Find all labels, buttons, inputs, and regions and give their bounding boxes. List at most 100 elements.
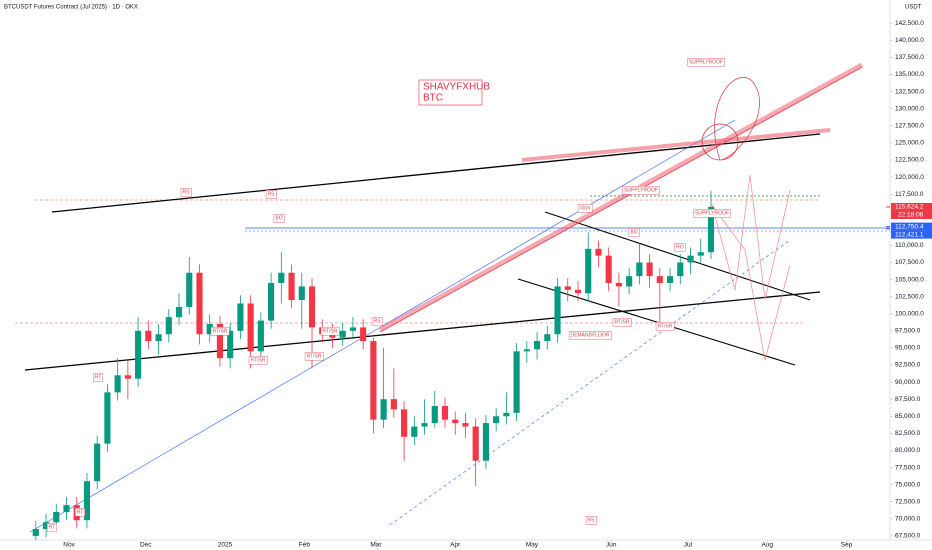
x-tick-label: Aug xyxy=(761,542,773,549)
x-tick-label: May xyxy=(526,542,539,549)
x-tick-label: Sep xyxy=(841,542,853,549)
countdown-box xyxy=(891,210,932,219)
annotation: SUPPLYROOF xyxy=(624,187,658,193)
channel-line xyxy=(517,278,796,366)
annotation-box xyxy=(93,373,103,382)
annotation: RT/SR xyxy=(658,323,673,329)
y-tick-label: 70,000.0 xyxy=(895,516,921,523)
candle-body xyxy=(523,349,530,352)
candle-body xyxy=(646,262,653,277)
candle-body xyxy=(53,511,60,523)
trend-line xyxy=(389,239,791,526)
trend-line xyxy=(24,291,821,371)
x-tick-label: Apr xyxy=(450,542,461,549)
y-tick-label: 77,500.0 xyxy=(895,464,921,471)
trend-band xyxy=(378,62,864,333)
note-box xyxy=(418,79,483,106)
y-tick-label: 125,000.0 xyxy=(895,140,924,147)
annotation: RT/SR xyxy=(307,353,322,359)
annotation: RS xyxy=(588,517,596,523)
annotation-box xyxy=(210,327,230,336)
annotation: RT xyxy=(95,374,102,380)
candle-body xyxy=(493,416,500,424)
annotation: RS xyxy=(183,189,191,195)
candle-body xyxy=(288,272,295,301)
chart-title: BTCUSDT Futures Contract (Jul 2025) · 1D… xyxy=(4,5,138,11)
scribble xyxy=(714,77,760,161)
x-tick-label: Mar xyxy=(370,542,382,549)
candle-body xyxy=(145,330,152,342)
trend-line xyxy=(379,66,863,333)
candle-body xyxy=(175,306,183,318)
candle-body xyxy=(687,255,694,263)
candle-body xyxy=(636,262,643,277)
candle-body xyxy=(308,286,316,328)
countdown: 22:18:06 xyxy=(898,212,924,219)
annotation-box xyxy=(75,508,85,517)
annotation-box xyxy=(320,327,340,336)
candle-body xyxy=(186,272,193,307)
x-tick-label: 2025 xyxy=(218,542,233,549)
y-tick-label: 87,500.0 xyxy=(895,396,921,403)
y-tick-label: 135,000.0 xyxy=(895,71,924,78)
note-text: SHAVYFXHUB xyxy=(423,82,490,93)
y-tick-label: 137,500.0 xyxy=(895,54,924,61)
price-label-box xyxy=(891,230,932,239)
candle-body xyxy=(63,505,70,512)
candle-body xyxy=(329,334,336,338)
candle-body xyxy=(401,409,408,437)
y-tick-label: 80,000.0 xyxy=(895,447,921,454)
candle-body xyxy=(155,334,162,342)
y-tick-label: 75,000.0 xyxy=(895,481,921,488)
candle-body xyxy=(534,341,541,350)
y-tick-label: 97,500.0 xyxy=(895,328,921,335)
candle-body xyxy=(32,529,39,536)
projection xyxy=(711,174,791,301)
price-label: 112,421.1 xyxy=(895,231,924,238)
candle-body xyxy=(605,255,612,283)
y-tick-label: 100,000.0 xyxy=(895,310,924,317)
price-label: 112,750.4 xyxy=(895,223,924,230)
x-tick-label: Feb xyxy=(299,542,311,549)
currency-label: USDT xyxy=(905,5,922,11)
annotation-box xyxy=(628,228,640,237)
annotation-box xyxy=(693,209,731,218)
y-tick-label: 110,000.0 xyxy=(895,242,924,249)
candle-body xyxy=(349,327,356,331)
candle-body xyxy=(472,426,479,461)
annotation: SUPPLYROOF xyxy=(689,59,723,65)
price-label: 115,624.2 xyxy=(895,204,924,211)
y-tick-label: 130,000.0 xyxy=(895,105,924,112)
projection xyxy=(711,204,791,361)
x-tick-label: Jun xyxy=(606,542,617,549)
x-tick-label: Dec xyxy=(140,542,152,549)
annotation: RT/SR xyxy=(213,328,228,334)
annotation-box xyxy=(612,318,632,327)
candle-body xyxy=(278,272,285,283)
candle-body xyxy=(452,419,459,424)
candle-body xyxy=(441,406,449,420)
annotation: RT xyxy=(49,524,56,530)
candle-body xyxy=(421,423,428,427)
annotation-box xyxy=(585,516,597,525)
candle-body xyxy=(227,330,234,359)
candle-body xyxy=(564,286,571,290)
candle-body xyxy=(513,351,520,413)
candle-body xyxy=(503,412,510,417)
y-tick-label: 85,000.0 xyxy=(895,413,921,420)
candle-body xyxy=(554,286,561,335)
channel-line xyxy=(544,211,811,301)
candle-body xyxy=(431,406,438,424)
trend-line xyxy=(51,133,821,213)
drawings xyxy=(15,62,890,533)
candle-body xyxy=(268,282,275,321)
candle-body xyxy=(390,399,397,410)
note-text: BTC xyxy=(423,93,443,104)
candle-body xyxy=(677,262,684,277)
candle-body xyxy=(380,399,387,420)
y-tick-label: 82,500.0 xyxy=(895,430,921,437)
annotation-box xyxy=(273,214,285,223)
y-tick-label: 67,500.0 xyxy=(895,533,921,540)
annotation-box xyxy=(248,356,268,365)
y-tick-label: 127,500.0 xyxy=(895,122,924,129)
